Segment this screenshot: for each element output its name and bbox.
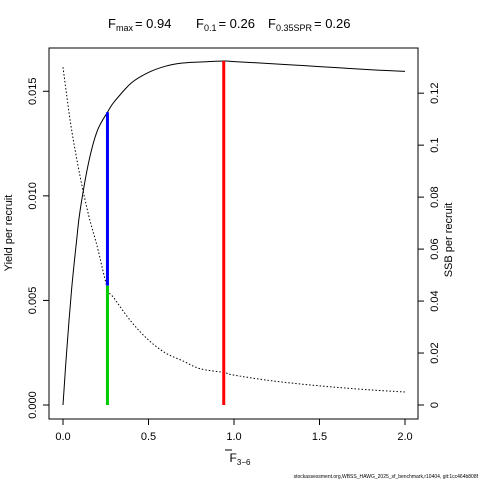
x-tick-label: 2.0: [397, 431, 412, 443]
chart-title: Fmax = 0.94 F0.1 = 0.26 F0.35SPR = 0.26: [108, 16, 351, 33]
x-axis-label: F3−6: [230, 451, 251, 467]
y-right-tick-label: 0.08: [429, 186, 441, 207]
y-right-tick-label: 0.1: [429, 138, 441, 153]
y-left-tick-label: 0.005: [27, 287, 39, 315]
f01-label: F0.1 = 0.26: [196, 16, 255, 33]
y-right-tick-label: 0.06: [429, 238, 441, 259]
x-tick-label: 1.5: [312, 431, 327, 443]
y-right-tick-label: 0.04: [429, 290, 441, 311]
y-axis-left-label: Yield per recruit: [3, 195, 15, 272]
y-left-tick-label: 0.010: [27, 182, 39, 210]
y-right-tick-label: 0.02: [429, 342, 441, 363]
x-tick-label: 0.0: [55, 431, 70, 443]
reference-lines: [105, 60, 226, 405]
x-axis: 0.0 0.5 1.0 1.5 2.0: [55, 418, 413, 443]
y-axis-right: 0 0.02 0.04 0.06 0.08 0.1 0.12: [417, 82, 441, 408]
footnote: stockassessment.org,WBSS_HAWG_2025_sf_be…: [294, 474, 479, 480]
yield-per-recruit-line: [62, 60, 406, 406]
plot-frame: [48, 47, 419, 420]
y-axis-left: 0.000 0.005 0.010 0.015: [27, 78, 50, 419]
y-axis-right-label: SSB per recruit: [443, 203, 455, 278]
series-layer: [62, 60, 406, 406]
fspr-label: F0.35SPR = 0.26: [268, 16, 351, 33]
y-left-tick-label: 0.000: [27, 391, 39, 419]
y-right-tick-label: 0: [429, 402, 441, 408]
x-tick-label: 1.0: [226, 431, 241, 443]
fmax-label: Fmax = 0.94: [108, 16, 171, 33]
ssb-per-recruit-line: [62, 67, 406, 393]
y-left-tick-label: 0.015: [27, 78, 39, 106]
y-right-tick-label: 0.12: [429, 82, 441, 103]
x-tick-label: 0.5: [141, 431, 156, 443]
